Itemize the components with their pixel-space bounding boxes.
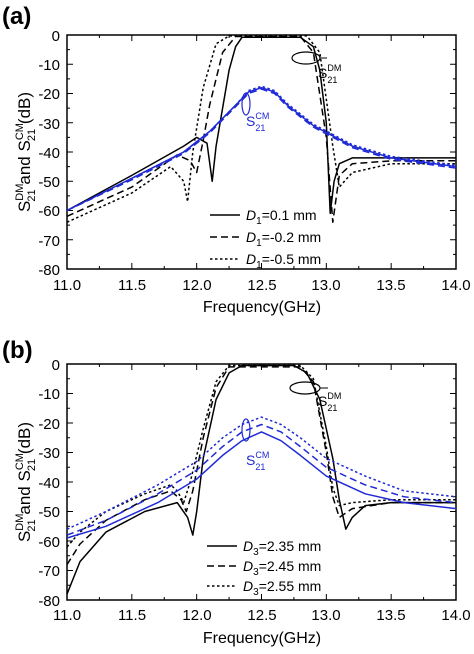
panel-a-label: (a) xyxy=(2,3,31,30)
plot-a-series-cm-dotted xyxy=(66,85,457,212)
plot-a-legend: D1=0.1 mm D1=-0.2 mm D1=-0.5 mm xyxy=(210,207,321,271)
plot-b-legend-label-0: D3=2.35 mm xyxy=(243,538,321,558)
plot-b-ytick-3: -30 xyxy=(38,445,60,462)
plot-b-series-dm-solid xyxy=(66,364,456,595)
plot-b-xtick-0: 11.0 xyxy=(53,607,81,624)
plot-b-series xyxy=(66,364,457,595)
plot-b-ticks xyxy=(66,363,457,601)
plot-b-ytick-6: -60 xyxy=(38,534,60,551)
plot-b-ytick-4: -40 xyxy=(38,475,60,492)
plot-b-legend: D3=2.35 mm D3=2.45 mm D3=2.55 mm xyxy=(207,538,321,598)
plot-a-ticks xyxy=(66,34,457,270)
plot-a-ytick-7: -70 xyxy=(38,233,60,250)
plot-a-xlabel: Frequency(GHz) xyxy=(203,299,321,316)
plot-b-xtick-5: 13.5 xyxy=(376,607,405,624)
plot-a-ytick-6: -60 xyxy=(38,203,60,220)
plot-a-cm-marker xyxy=(241,92,251,116)
panel-a: (a) 0 -10 -20 -30 -40 -50 -60 -70 -80 11… xyxy=(2,3,471,316)
plot-a-xtick-2: 12.0 xyxy=(182,277,211,294)
panel-b-label: (b) xyxy=(2,337,33,364)
plot-a-ytick-3: -30 xyxy=(38,116,60,133)
plot-a-cm-annotation: SCM 21 xyxy=(246,111,269,133)
plot-a-xtick-0: 11.0 xyxy=(53,277,81,294)
plot-b-xtick-2: 12.0 xyxy=(182,607,211,624)
plot-a-dm-annotation: SDM 21 xyxy=(318,63,341,85)
plot-b-series-cm-dashed xyxy=(66,423,457,536)
plot-b-ytick-2: -20 xyxy=(38,416,60,433)
panel-b: (b) 0 -10 -20 -30 -40 -50 -60 -70 -80 11… xyxy=(2,337,471,647)
plot-b-xtick-4: 13.0 xyxy=(311,607,340,624)
plot-b-dm-annotation: SDM 21 xyxy=(318,391,341,413)
plot-a-ytick-5: -50 xyxy=(38,174,60,191)
plot-b-ylabel: SDM21 and SCM21 (dB) xyxy=(14,422,38,542)
plot-a-series xyxy=(66,35,457,223)
plot-a-legend-label-1: D1=-0.2 mm xyxy=(246,229,321,249)
plot-a-xtick-1: 11.5 xyxy=(118,277,146,294)
plot-a-legend-label-0: D1=0.1 mm xyxy=(246,207,317,227)
plot-b-cm-annotation: SCM 21 xyxy=(246,450,269,472)
plot-b-xtick-3: 12.5 xyxy=(247,607,276,624)
plot-a-ytick-1: -10 xyxy=(38,57,60,74)
plot-b-series-dm-dotted xyxy=(66,364,456,548)
plot-a-xtick-4: 13.0 xyxy=(311,277,340,294)
plot-a-ytick-4: -40 xyxy=(38,145,60,162)
plot-b-ytick-5: -50 xyxy=(38,504,60,521)
plot-a-xtick-5: 13.5 xyxy=(376,277,405,294)
plot-a-xtick-6: 14.0 xyxy=(441,277,470,294)
plot-b-xlabel: Frequency(GHz) xyxy=(203,630,321,647)
plot-a-ytick-2: -20 xyxy=(38,86,60,103)
plot-a-legend-label-2: D1=-0.5 mm xyxy=(246,251,321,271)
plot-b-ytick-1: -10 xyxy=(38,386,60,403)
plot-b-legend-label-2: D3=2.55 mm xyxy=(243,578,321,598)
plot-a-series-cm-solid xyxy=(66,86,457,212)
plot-b-xtick-1: 11.5 xyxy=(118,607,146,624)
plot-b-legend-label-1: D3=2.45 mm xyxy=(243,558,321,578)
plot-b-xtick-6: 14.0 xyxy=(441,607,470,624)
plot-a-xtick-3: 12.5 xyxy=(247,277,276,294)
plot-b-ytick-8: -80 xyxy=(38,593,60,610)
plot-a-ytick-0: 0 xyxy=(52,28,60,45)
plot-b-cm-marker xyxy=(241,418,251,442)
plot-a-ytick-8: -80 xyxy=(38,262,60,279)
plot-a-series-dm-dotted xyxy=(66,35,456,223)
plot-b-series-cm-dotted xyxy=(66,416,457,530)
plot-b-series-dm-dashed xyxy=(66,366,456,566)
plot-a-series-cm-dashed xyxy=(66,88,457,212)
plot-b-ytick-0: 0 xyxy=(52,357,60,374)
plot-a-ylabel: SDM21 and SCM21 (dB) xyxy=(14,92,38,212)
plot-b-ytick-7: -70 xyxy=(38,563,60,580)
plot-b-series-cm-solid xyxy=(66,431,457,539)
